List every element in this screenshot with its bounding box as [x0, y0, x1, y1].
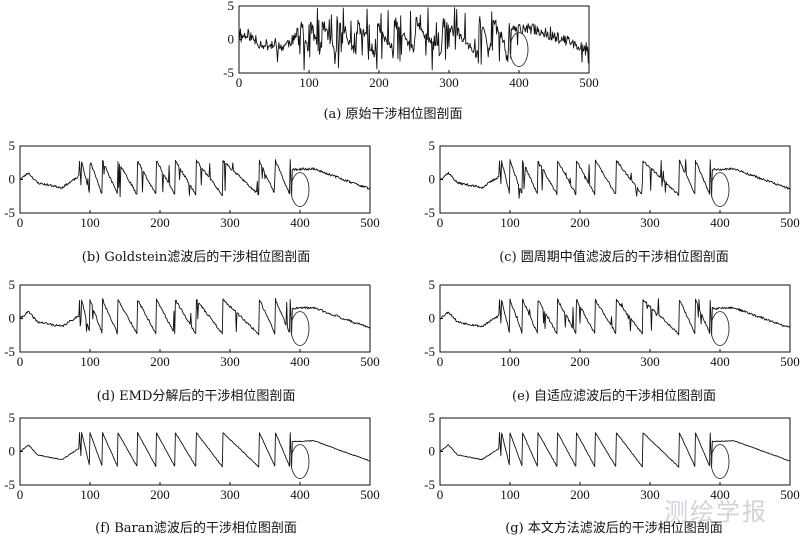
x-tick-label: 500	[780, 354, 800, 369]
y-tick-label: 5	[9, 410, 16, 425]
plot-frame-f	[19, 417, 371, 486]
x-tick-label: 0	[17, 215, 24, 230]
panel-caption-d: (d) EMD分解后的干涉相位图剖面	[97, 388, 296, 404]
x-tick-label: 200	[150, 487, 170, 502]
x-tick-label: 400	[509, 75, 529, 90]
panel-e: 0 100 200 300 400 500-505(e) 自适应滤波后的干涉相位图剖面	[424, 277, 800, 404]
x-tick-label: 300	[439, 75, 459, 90]
series-line-g	[439, 431, 791, 469]
series-line-c	[439, 159, 791, 199]
panel-b: 0 100 200 300 400 500-505(b) Goldstein滤波后的干涉相…	[4, 138, 380, 265]
y-tick-label: 0	[429, 172, 436, 187]
y-tick-label: -5	[424, 477, 435, 492]
x-tick-label: 0	[437, 215, 444, 230]
x-tick-label: 300	[220, 215, 240, 230]
x-tick-label: 200	[570, 354, 590, 369]
x-tick-label: 300	[640, 354, 660, 369]
series-line-f	[19, 432, 371, 469]
panel-caption-b: (b) Goldstein滤波后的干涉相位图剖面	[82, 249, 310, 265]
x-tick-label: 300	[220, 487, 240, 502]
panel-a: 0 100 200 300 400 500-505(a) 原始干涉相位图剖面	[223, 0, 599, 122]
series-line-b	[19, 159, 371, 198]
x-tick-label: 0	[437, 487, 444, 502]
x-tick-label: 200	[369, 75, 389, 90]
y-tick-label: 5	[429, 138, 436, 153]
x-tick-label: 200	[150, 215, 170, 230]
x-tick-label: 300	[220, 354, 240, 369]
y-tick-label: 0	[9, 311, 16, 326]
x-tick-label: 500	[579, 75, 599, 90]
series-line-e	[439, 298, 791, 336]
x-tick-label: 500	[780, 487, 800, 502]
highlight-ellipse-d	[290, 311, 310, 346]
series-line-a	[238, 7, 590, 71]
x-tick-label: 400	[290, 487, 310, 502]
x-tick-label: 500	[780, 215, 800, 230]
x-tick-label: 200	[150, 354, 170, 369]
x-tick-label: 200	[570, 215, 590, 230]
x-tick-label: 500	[360, 215, 380, 230]
y-tick-label: -5	[424, 344, 435, 359]
x-tick-label: 400	[710, 215, 730, 230]
panel-g: 0 100 200 300 400 500-505(g) 本文方法滤波后的干涉相位图剖面	[424, 410, 800, 536]
x-tick-label: 400	[290, 215, 310, 230]
y-tick-label: 0	[429, 444, 436, 459]
y-tick-label: 0	[9, 172, 16, 187]
plot-frame-g	[439, 417, 791, 486]
x-tick-label: 400	[290, 354, 310, 369]
series-line-d	[19, 298, 371, 336]
y-tick-label: 5	[429, 410, 436, 425]
x-tick-label: 100	[500, 487, 520, 502]
panel-caption-f: (f) Baran滤波后的干涉相位图剖面	[95, 520, 297, 536]
x-tick-label: 100	[80, 354, 100, 369]
x-tick-label: 0	[17, 354, 24, 369]
x-tick-label: 100	[299, 75, 319, 90]
highlight-ellipse-a	[509, 32, 529, 67]
panel-c: 0 100 200 300 400 500-505(c) 圆周期中值滤波后的干涉相位图剖面	[424, 138, 800, 265]
highlight-ellipse-e	[710, 311, 730, 346]
y-tick-label: -5	[223, 65, 234, 80]
x-tick-label: 100	[80, 487, 100, 502]
x-tick-label: 500	[360, 487, 380, 502]
panel-d: 0 100 200 300 400 500-505(d) EMD分解后的干涉相位图剖面	[4, 277, 380, 404]
y-tick-label: 0	[429, 311, 436, 326]
panel-caption-c: (c) 圆周期中值滤波后的干涉相位图剖面	[499, 249, 729, 265]
y-tick-label: -5	[4, 477, 15, 492]
y-tick-label: 5	[9, 277, 16, 292]
x-tick-label: 0	[17, 487, 24, 502]
x-tick-label: 0	[236, 75, 243, 90]
panel-f: 0 100 200 300 400 500-505(f) Baran滤波后的干涉相位图剖面	[4, 410, 380, 536]
x-tick-label: 0	[437, 354, 444, 369]
highlight-ellipse-b	[290, 172, 310, 208]
y-tick-label: -5	[4, 205, 15, 220]
watermark: 测绘学报	[664, 498, 768, 526]
panel-caption-e: (e) 自适应滤波后的干涉相位图剖面	[512, 388, 716, 404]
highlight-ellipse-f	[290, 444, 310, 479]
panel-caption-g: (g) 本文方法滤波后的干涉相位图剖面	[505, 520, 723, 536]
x-tick-label: 300	[640, 215, 660, 230]
plot-frame-d	[19, 284, 371, 353]
y-tick-label: 0	[228, 32, 235, 47]
x-tick-label: 100	[500, 215, 520, 230]
highlight-ellipse-g	[710, 444, 730, 479]
x-tick-label: 500	[360, 354, 380, 369]
y-tick-label: 5	[429, 277, 436, 292]
y-tick-label: 0	[9, 444, 16, 459]
y-tick-label: -5	[4, 344, 15, 359]
y-tick-label: 5	[9, 138, 16, 153]
x-tick-label: 400	[710, 354, 730, 369]
highlight-ellipse-c	[710, 172, 730, 208]
x-tick-label: 100	[80, 215, 100, 230]
x-tick-label: 100	[500, 354, 520, 369]
x-tick-label: 200	[570, 487, 590, 502]
panel-caption-a: (a) 原始干涉相位图剖面	[323, 107, 462, 122]
x-tick-label: 400	[710, 487, 730, 502]
y-tick-label: -5	[424, 205, 435, 220]
y-tick-label: 5	[228, 0, 235, 13]
x-tick-label: 300	[640, 487, 660, 502]
